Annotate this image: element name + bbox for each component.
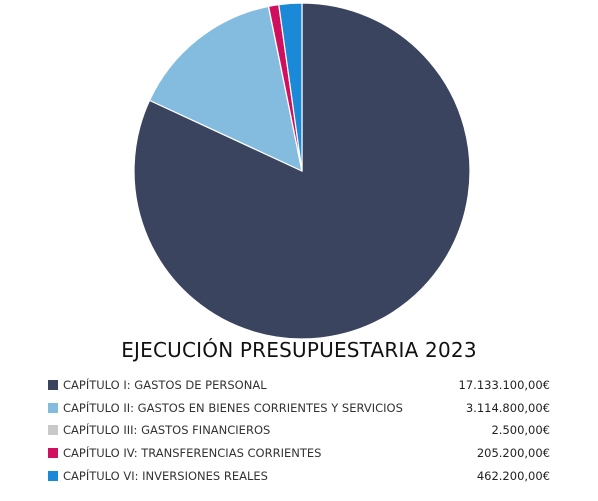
pie-chart (133, 2, 471, 340)
legend-item: CAPÍTULO II: GASTOS EN BIENES CORRIENTES… (48, 397, 550, 420)
legend-value: 205.200,00€ (476, 446, 550, 461)
legend-swatch (48, 425, 58, 436)
legend-item: CAPÍTULO I: GASTOS DE PERSONAL 17.133.10… (48, 374, 550, 397)
legend-swatch (48, 448, 58, 459)
legend-item: CAPÍTULO IV: TRANSFERENCIAS CORRIENTES 2… (48, 442, 550, 465)
legend-value: 462.200,00€ (476, 468, 550, 483)
legend-swatch (48, 470, 58, 481)
legend-value: 17.133.100,00€ (458, 378, 550, 393)
legend-value: 2.500,00€ (491, 423, 550, 438)
legend-label: CAPÍTULO IV: TRANSFERENCIAS CORRIENTES (63, 446, 322, 461)
legend-swatch (48, 402, 58, 413)
pie-slice (278, 2, 303, 172)
legend-label: CAPÍTULO VI: INVERSIONES REALES (63, 468, 268, 483)
legend-label: CAPÍTULO III: GASTOS FINANCIEROS (63, 423, 271, 438)
legend-value: 3.114.800,00€ (465, 400, 550, 415)
pie-slice (133, 2, 471, 340)
chart-title: EJECUCIÓN PRESUPUESTARIA 2023 (121, 338, 477, 362)
legend: CAPÍTULO I: GASTOS DE PERSONAL 17.133.10… (48, 374, 550, 487)
legend-label: CAPÍTULO II: GASTOS EN BIENES CORRIENTES… (63, 400, 403, 415)
legend-item: CAPÍTULO VI: INVERSIONES REALES 462.200,… (48, 464, 550, 487)
legend-swatch (48, 380, 58, 391)
legend-item: CAPÍTULO III: GASTOS FINANCIEROS 2.500,0… (48, 419, 550, 442)
pie-slice (148, 5, 303, 172)
legend-label: CAPÍTULO I: GASTOS DE PERSONAL (63, 378, 267, 393)
